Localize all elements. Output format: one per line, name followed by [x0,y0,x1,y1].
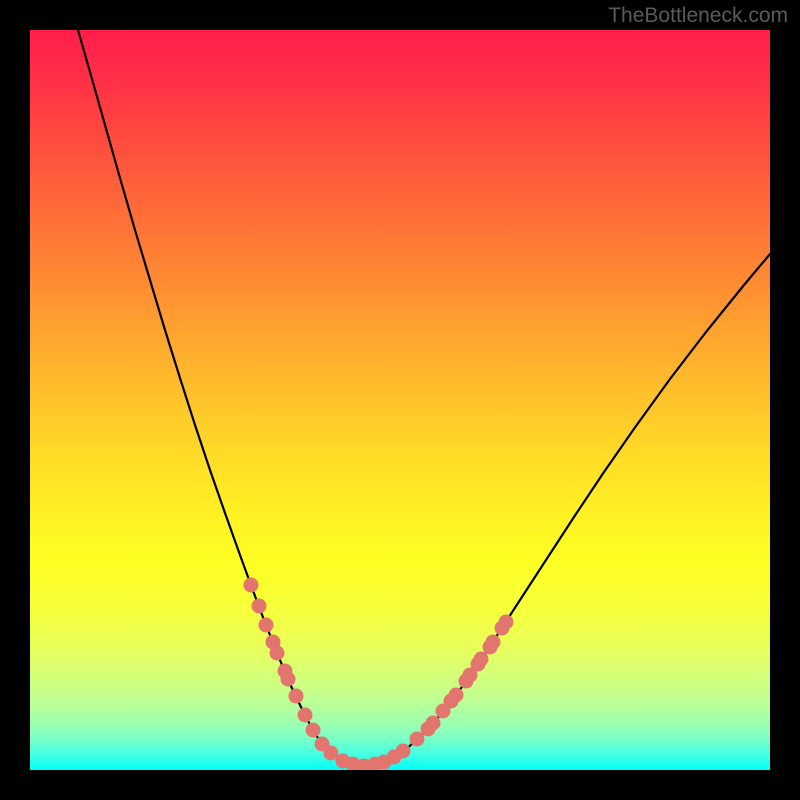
scatter-point [449,688,464,703]
scatter-point [244,578,259,593]
scatter-point [281,672,296,687]
bottleneck-curve [78,30,770,766]
scatter-point [396,744,411,759]
chart-plot-area [30,30,770,770]
scatter-point [474,652,489,667]
scatter-point [252,599,267,614]
scatter-point [499,615,514,630]
scatter-point [259,618,274,633]
scatter-point [289,689,304,704]
watermark-text: TheBottleneck.com [608,4,788,28]
chart-svg [30,30,770,770]
scatter-point [270,646,285,661]
scatter-point [306,723,321,738]
scatter-point [486,635,501,650]
scatter-point [298,708,313,723]
scatter-point [426,716,441,731]
